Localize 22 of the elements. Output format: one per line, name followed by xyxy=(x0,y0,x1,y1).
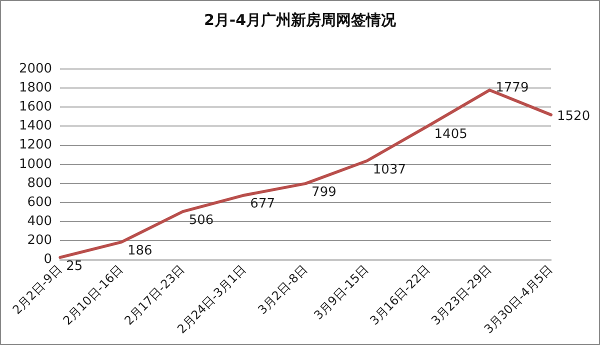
y-tick-label: 1400 xyxy=(18,118,52,134)
x-tick-label: 3月2日-8日 xyxy=(255,262,310,317)
data-label: 677 xyxy=(250,196,276,212)
data-label: 186 xyxy=(127,243,152,258)
data-label: 1037 xyxy=(372,162,406,178)
y-tick-label: 600 xyxy=(27,194,52,210)
x-tick-label: 3月9日-15日 xyxy=(311,262,372,322)
y-tick-label: 200 xyxy=(27,233,52,248)
chart-title: 2月-4月广州新房周网签情况 xyxy=(202,11,398,30)
data-label: 1405 xyxy=(434,127,468,142)
y-tick-label: 400 xyxy=(27,214,52,230)
y-tick-label: 800 xyxy=(27,176,52,191)
data-label: 1779 xyxy=(496,80,529,96)
y-tick-label: 1600 xyxy=(18,100,52,115)
data-label: 25 xyxy=(66,258,83,274)
y-tick-label: 1200 xyxy=(18,138,52,153)
data-label: 799 xyxy=(312,184,336,200)
y-tick-label: 1800 xyxy=(18,80,52,96)
y-tick-label: 2000 xyxy=(18,61,52,76)
data-label: 1520 xyxy=(557,109,590,124)
y-tick-label: 1000 xyxy=(18,156,52,172)
data-label: 506 xyxy=(188,212,214,228)
